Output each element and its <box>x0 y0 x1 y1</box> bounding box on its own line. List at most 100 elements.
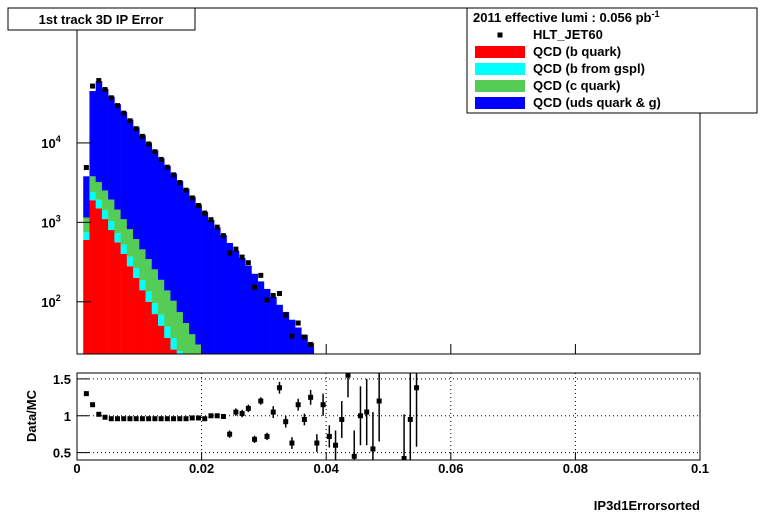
ratio-point <box>301 416 307 422</box>
y-tick-base: 10 <box>41 295 55 310</box>
data-point <box>164 164 170 170</box>
histogram-bar <box>214 227 221 354</box>
histogram-bar <box>176 181 184 313</box>
histogram-bar <box>164 326 171 338</box>
ratio-point <box>189 415 195 421</box>
ratio-y-tick-label: 1.5 <box>53 372 71 387</box>
histogram-bar <box>151 314 159 354</box>
histogram-bar <box>139 290 146 354</box>
legend-box <box>466 7 758 114</box>
ratio-point <box>171 416 177 422</box>
data-point <box>308 341 314 347</box>
histogram-bar <box>157 279 165 315</box>
y-tick-label: 102 <box>41 293 60 310</box>
data-point <box>301 334 307 340</box>
ratio-point <box>401 456 407 460</box>
histogram-bar <box>263 288 271 354</box>
ratio-point <box>364 409 370 415</box>
ratio-point <box>283 419 289 425</box>
data-point <box>146 141 152 147</box>
histogram-bar <box>270 296 277 354</box>
histogram-bar <box>101 88 109 191</box>
y-tick-label: 103 <box>41 213 60 230</box>
y-tick-base: 10 <box>41 136 55 151</box>
data-point <box>258 272 264 278</box>
data-point <box>114 103 120 109</box>
data-point <box>96 78 102 84</box>
ratio-point <box>195 415 201 421</box>
histogram-bar <box>195 344 202 354</box>
histogram-bar <box>95 199 103 209</box>
chart-title: 1st track 3D IP Error <box>39 12 164 27</box>
histogram-bar <box>83 232 90 240</box>
ratio-point <box>139 416 145 422</box>
histogram-bar <box>126 119 134 230</box>
histogram-bar <box>114 233 121 243</box>
lumi-label: 2011 effective lumi : 0.056 pb <box>473 10 652 25</box>
y-tick-base: 10 <box>41 215 55 230</box>
ratio-point <box>270 409 276 415</box>
histogram-bar <box>139 280 146 291</box>
legend-swatch <box>475 97 525 109</box>
ratio-point <box>333 442 339 448</box>
histogram-bar <box>133 239 140 269</box>
x-tick-label: 0.04 <box>314 461 340 476</box>
ratio-point <box>239 411 245 417</box>
ratio-y-tick-label: 1 <box>64 409 71 424</box>
histogram-bar <box>126 256 134 267</box>
data-point <box>227 250 233 256</box>
ratio-point <box>357 413 363 419</box>
ratio-point <box>370 446 376 452</box>
ratio-point <box>252 436 258 442</box>
ratio-point <box>258 398 264 404</box>
ratio-point <box>220 414 226 419</box>
ratio-point <box>102 414 108 420</box>
data-point <box>233 246 239 252</box>
histogram-bar <box>145 291 153 302</box>
histogram-bar <box>170 337 177 350</box>
histogram-bar <box>170 173 177 301</box>
ratio-point <box>227 431 233 437</box>
histogram-bar <box>207 219 215 354</box>
histogram-bar <box>145 142 153 260</box>
x-tick-label: 0.02 <box>189 461 214 476</box>
ratio-y-tick-label: 0.5 <box>53 446 71 461</box>
histogram-bar <box>282 311 290 354</box>
ratio-point <box>214 413 220 419</box>
ratio-point <box>202 416 208 422</box>
main-frame <box>76 7 701 355</box>
histogram-bar <box>89 200 96 354</box>
ratio-point <box>146 416 152 422</box>
histogram-bar <box>101 190 109 211</box>
histogram-bar <box>83 217 90 233</box>
ratio-point <box>114 416 120 422</box>
ratio-point <box>351 453 357 459</box>
legend: 2011 effective lumi : 0.056 pb-1 HLT_JET… <box>466 7 758 114</box>
histogram-bar <box>232 250 240 354</box>
data-point <box>102 87 108 93</box>
histogram-bar <box>133 268 140 278</box>
ratio-point <box>320 402 326 408</box>
histogram-bar <box>226 242 234 354</box>
histogram-bar <box>108 199 115 222</box>
legend-label: QCD (uds quark & g) <box>533 95 661 110</box>
histogram-bar <box>114 242 121 354</box>
data-point <box>139 133 145 139</box>
histogram-bar <box>101 210 109 220</box>
y-tick-exponent: 3 <box>56 213 61 223</box>
histogram-bar <box>108 230 115 354</box>
histogram-bar <box>89 91 96 177</box>
histogram-bar <box>89 176 96 193</box>
data-point <box>108 95 114 101</box>
histogram-bar <box>307 342 315 354</box>
ratio-point <box>264 433 270 439</box>
ratio-point <box>121 416 127 422</box>
histogram-bar <box>182 188 190 324</box>
histogram-bar <box>151 150 159 270</box>
histogram-bar <box>151 269 159 304</box>
histogram-bar <box>164 165 171 291</box>
data-point <box>133 126 139 132</box>
ratio-point <box>127 416 133 422</box>
x-tick-label: 0.1 <box>691 461 709 476</box>
histogram-bar <box>83 176 90 218</box>
